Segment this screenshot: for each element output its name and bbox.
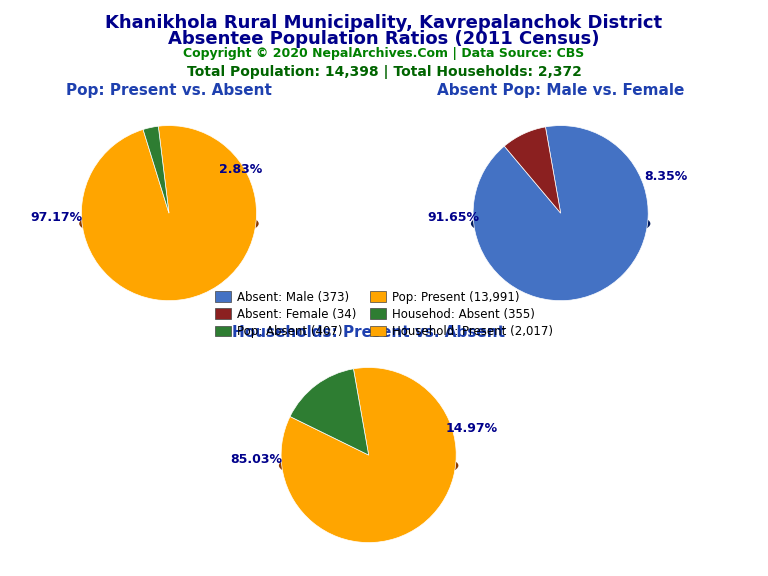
Wedge shape bbox=[143, 126, 169, 213]
Text: 8.35%: 8.35% bbox=[644, 170, 687, 183]
Text: Khanikhola Rural Municipality, Kavrepalanchok District: Khanikhola Rural Municipality, Kavrepala… bbox=[105, 14, 663, 32]
Text: Absentee Population Ratios (2011 Census): Absentee Population Ratios (2011 Census) bbox=[168, 30, 600, 48]
Wedge shape bbox=[290, 369, 369, 455]
Wedge shape bbox=[473, 126, 648, 301]
Wedge shape bbox=[81, 126, 257, 301]
Text: 91.65%: 91.65% bbox=[428, 211, 480, 224]
Text: Total Population: 14,398 | Total Households: 2,372: Total Population: 14,398 | Total Househo… bbox=[187, 65, 581, 78]
Wedge shape bbox=[281, 367, 456, 543]
Wedge shape bbox=[505, 127, 561, 213]
Title: Absent Pop: Male vs. Female: Absent Pop: Male vs. Female bbox=[437, 84, 684, 98]
Text: 97.17%: 97.17% bbox=[31, 211, 83, 224]
Text: 14.97%: 14.97% bbox=[446, 422, 498, 435]
Ellipse shape bbox=[79, 207, 259, 240]
Ellipse shape bbox=[279, 449, 458, 482]
Legend: Absent: Male (373), Absent: Female (34), Pop: Absent (407), Pop: Present (13,991: Absent: Male (373), Absent: Female (34),… bbox=[210, 286, 558, 343]
Text: 85.03%: 85.03% bbox=[230, 453, 283, 466]
Title: Pop: Present vs. Absent: Pop: Present vs. Absent bbox=[66, 84, 272, 98]
Text: Copyright © 2020 NepalArchives.Com | Data Source: CBS: Copyright © 2020 NepalArchives.Com | Dat… bbox=[184, 47, 584, 60]
Title: Households: Present vs. Absent: Households: Present vs. Absent bbox=[232, 325, 505, 340]
Ellipse shape bbox=[471, 207, 650, 240]
Text: 2.83%: 2.83% bbox=[219, 163, 263, 176]
